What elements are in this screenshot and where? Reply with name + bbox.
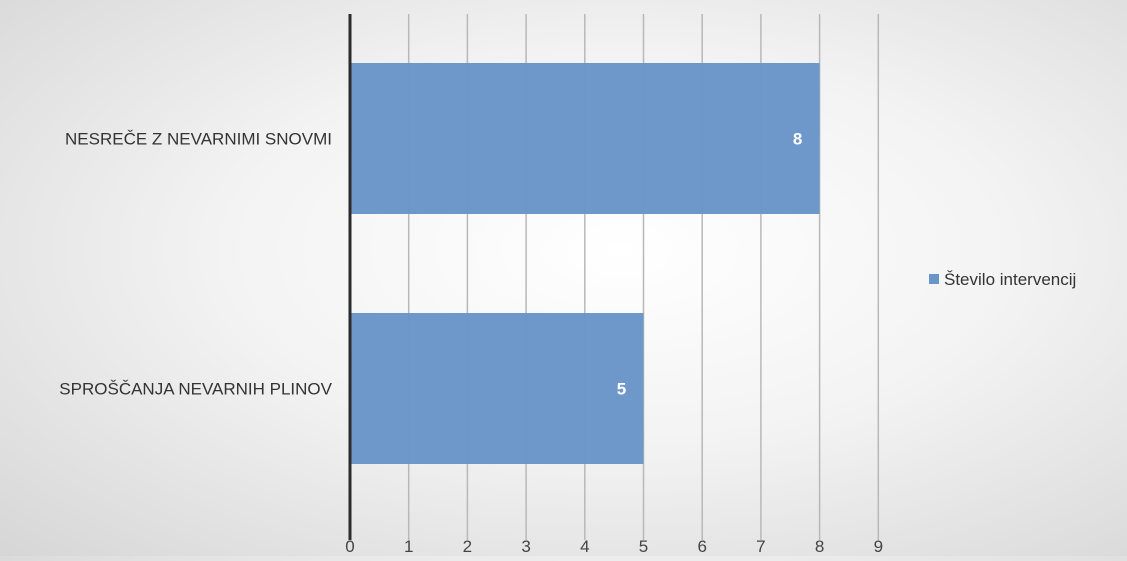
legend-swatch [929,274,939,284]
legend: Število intervencij [929,270,1076,289]
x-tick-label: 4 [580,537,589,556]
bar [350,63,820,214]
x-tick-label: 6 [697,537,706,556]
category-label: NESREČE Z NEVARNIMI SNOVMI [65,130,332,149]
x-tick-label: 3 [521,537,530,556]
x-tick-label: 0 [345,537,354,556]
labels: 0 1 2 3 4 5 6 7 8 9 8 NESREČE Z NEVARNIMI SNOVMI 5 SP… [59,130,883,557]
data-label: 8 [793,130,802,149]
data-label: 5 [617,380,626,399]
x-tick-label: 1 [404,537,413,556]
bar [350,313,644,464]
legend-label: Število intervencij [944,270,1076,289]
category-label: SPROŠČANJA NEVARNIH PLINOV [59,380,332,399]
x-tick-label: 5 [639,537,648,556]
x-tick-label: 8 [815,537,824,556]
x-tick-label: 7 [756,537,765,556]
x-tick-label: 2 [463,537,472,556]
bars [350,63,820,464]
x-tick-label: 9 [874,537,883,556]
